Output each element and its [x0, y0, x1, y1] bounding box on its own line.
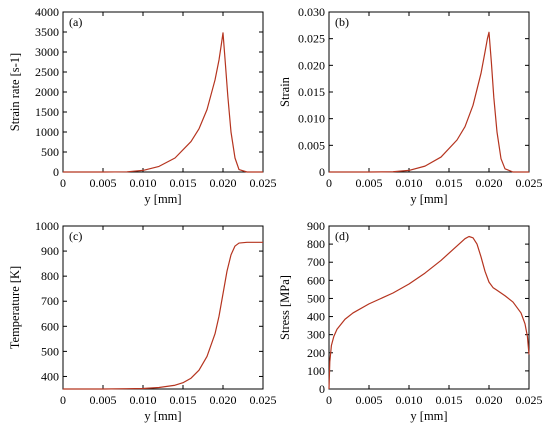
y-tick-label: 4000 — [35, 5, 59, 19]
y-tick-label: 0 — [319, 165, 325, 179]
x-tick-label: 0.015 — [436, 176, 463, 190]
y-tick-label: 500 — [307, 291, 325, 305]
y-tick-label: 0.005 — [298, 138, 325, 152]
panel-d: 0 0.005 0.010 0.015 0.020 0.025 0 100 200 300 400 5… — [278, 219, 543, 423]
y-tick-label: 800 — [41, 269, 59, 283]
panel-c: 0 0.005 0.010 0.015 0.020 0.025 400 500 600 700 80… — [8, 219, 277, 423]
y-tick-label: 200 — [307, 346, 325, 360]
x-tick-label: 0.005 — [90, 176, 117, 190]
y-tick-label: 0.020 — [298, 58, 325, 72]
y-tick-label: 0.015 — [298, 85, 325, 99]
y-tick-label: 300 — [307, 328, 325, 342]
x-tick-label: 0.020 — [476, 176, 503, 190]
x-tick-label: 0.010 — [130, 176, 157, 190]
y-tick-label: 400 — [41, 369, 59, 383]
y-tick-label: 0.010 — [298, 112, 325, 126]
panel-label: (d) — [335, 229, 349, 243]
x-tick-label: 0.005 — [356, 393, 383, 407]
y-tick-label: 800 — [307, 237, 325, 251]
y-tick-label: 1500 — [35, 105, 59, 119]
y-tick-label: 400 — [307, 310, 325, 324]
y-tick-label: 0.030 — [298, 5, 325, 19]
x-tick-label: 0 — [326, 393, 332, 407]
panel-label: (a) — [69, 15, 82, 29]
x-tick-label: 0.015 — [170, 393, 197, 407]
y-tick-label: 0.025 — [298, 32, 325, 46]
y-axis-label: Strain — [278, 76, 292, 107]
y-tick-label: 0 — [53, 165, 59, 179]
x-tick-label: 0.025 — [250, 176, 277, 190]
y-tick-label: 1000 — [35, 125, 59, 139]
series-line — [63, 32, 263, 173]
x-tick-label: 0.005 — [90, 393, 117, 407]
y-tick-label: 3000 — [35, 45, 59, 59]
y-tick-label: 900 — [307, 219, 325, 233]
x-axis-label: y [mm] — [144, 192, 181, 206]
panel-b: 0 0.005 0.010 0.015 0.020 0.025 0 0.005 0.010 0.0… — [278, 5, 543, 206]
y-axis-label: Strain rate [s-1] — [8, 53, 22, 131]
plot-frame — [328, 225, 530, 390]
x-tick-label: 0.025 — [516, 393, 543, 407]
x-tick-label: 0.010 — [396, 176, 423, 190]
y-tick-label: 3500 — [35, 25, 59, 39]
x-tick-label: 0.005 — [356, 176, 383, 190]
x-axis-label: y [mm] — [410, 409, 447, 423]
x-tick-label: 0.015 — [436, 393, 463, 407]
x-tick-label: 0.025 — [516, 176, 543, 190]
x-tick-label: 0.010 — [130, 393, 157, 407]
x-tick-label: 0.020 — [476, 393, 503, 407]
y-tick-label: 600 — [41, 319, 59, 333]
x-tick-label: 0.010 — [396, 393, 423, 407]
y-tick-label: 600 — [307, 273, 325, 287]
y-tick-label: 2000 — [35, 85, 59, 99]
y-tick-label: 700 — [41, 294, 59, 308]
x-axis-label: y [mm] — [144, 409, 181, 423]
y-tick-label: 100 — [307, 364, 325, 378]
x-tick-label: 0.020 — [210, 393, 237, 407]
x-tick-label: 0.020 — [210, 176, 237, 190]
y-tick-label: 1000 — [35, 219, 59, 233]
x-tick-label: 0 — [326, 176, 332, 190]
y-axis-label: Temperature [K] — [8, 266, 22, 349]
panel-label: (c) — [69, 229, 82, 243]
series-line — [329, 31, 529, 173]
y-tick-label: 900 — [41, 244, 59, 258]
y-tick-label: 2500 — [35, 65, 59, 79]
x-tick-label: 0.025 — [250, 393, 277, 407]
x-axis-label: y [mm] — [410, 192, 447, 206]
y-tick-label: 700 — [307, 255, 325, 269]
y-tick-label: 500 — [41, 344, 59, 358]
series-line — [328, 235, 530, 390]
y-tick-label: 0 — [319, 382, 325, 396]
panel-label: (b) — [335, 15, 349, 29]
series-line — [63, 241, 263, 390]
x-tick-label: 0.015 — [170, 176, 197, 190]
x-tick-label: 0 — [60, 176, 66, 190]
x-tick-label: 0 — [60, 393, 66, 407]
plot-frame — [62, 225, 264, 390]
y-tick-label: 500 — [41, 145, 59, 159]
panel-a: 0 0.005 0.010 0.015 0.020 0.025 0 500 1000 1500 20… — [8, 5, 277, 206]
y-axis-label: Stress [MPa] — [278, 275, 292, 340]
